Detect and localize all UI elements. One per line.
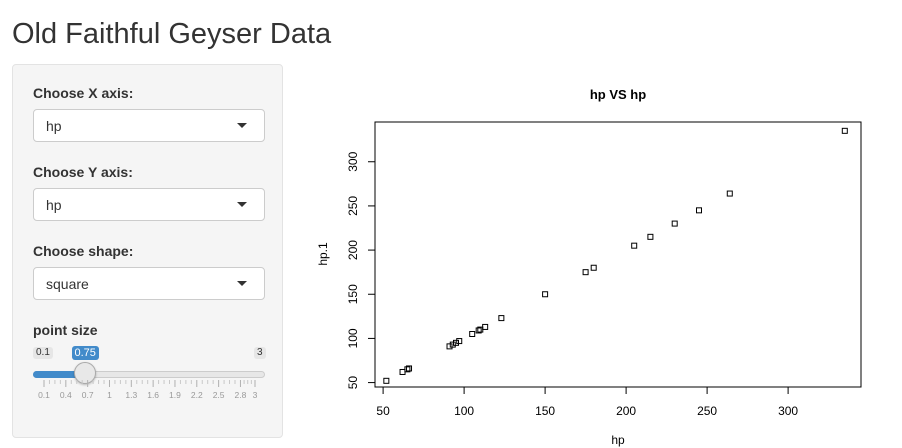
x-axis-label: Choose X axis: [33, 85, 134, 101]
y-tick-label: 150 [346, 284, 360, 304]
shape-select[interactable]: square [33, 267, 265, 300]
data-point [498, 315, 505, 322]
data-point [404, 366, 411, 373]
data-point [671, 220, 678, 227]
slider-fill [33, 371, 85, 378]
data-point [469, 331, 476, 337]
page-title: Old Faithful Geyser Data [12, 18, 332, 50]
y-axis-select[interactable]: hp [33, 188, 265, 221]
slider-grid-label: 0.7 [82, 390, 94, 400]
data-point [482, 323, 489, 330]
data-point [449, 341, 456, 348]
data-point [383, 377, 390, 384]
slider-handle[interactable] [74, 362, 96, 384]
data-point [406, 365, 413, 372]
y-tick-label: 300 [346, 151, 360, 171]
x-axis-selected-value: hp [46, 118, 62, 134]
data-point [590, 264, 597, 271]
y-tick-label: 250 [346, 196, 360, 216]
data-point [399, 368, 406, 375]
slider-grid-label: 1.6 [147, 390, 159, 400]
chevron-down-icon [237, 123, 247, 128]
point-size-label: point size [33, 322, 98, 338]
x-axis-select[interactable]: hp [33, 109, 265, 142]
data-point [696, 207, 702, 214]
slider-grid: 0.1 0.4 0.7 1 1.3 1.6 1.9 2.2 2.5 2.8 3 [38, 380, 258, 400]
slider-grid-label: 0.4 [60, 390, 72, 400]
sidebar-panel: Choose X axis: hp Choose Y axis: hp Choo… [12, 64, 283, 438]
data-point [542, 291, 549, 298]
slider-grid-label: 3 [253, 390, 258, 400]
y-tick-label: 100 [346, 328, 360, 348]
axes: 50 100 150 200 250 300 50 100 150 200 250 300 [346, 151, 798, 418]
chart-title: hp VS hp [590, 87, 646, 102]
x-tick-label: 100 [454, 404, 474, 418]
y-axis-label: Choose Y axis: [33, 164, 133, 180]
x-tick-label: 250 [697, 404, 717, 418]
chevron-down-icon [237, 202, 247, 207]
slider-grid-label: 1.9 [169, 390, 181, 400]
y-tick-label: 50 [346, 376, 360, 390]
slider-grid-label: 2.8 [235, 390, 247, 400]
data-points [383, 127, 848, 384]
data-point [631, 242, 638, 249]
scatter-plot: hp VS hp hp hp.1 50 100 150 200 250 300 50 100 1… [316, 87, 862, 447]
slider-value-label: 0.75 [71, 346, 99, 360]
data-point [841, 127, 848, 134]
data-point [453, 339, 459, 346]
x-tick-label: 150 [535, 404, 555, 418]
slider-grid-label: 0.1 [38, 390, 50, 400]
plot-frame [374, 121, 862, 388]
data-point [456, 338, 463, 345]
data-point [446, 343, 453, 350]
x-axis-title: hp [611, 433, 625, 447]
data-point [726, 190, 733, 197]
slider-max-label: 3 [254, 347, 266, 359]
shape-selected-value: square [46, 276, 89, 292]
slider-grid-label: 2.2 [191, 390, 203, 400]
x-tick-label: 50 [376, 404, 390, 418]
x-tick-label: 300 [778, 404, 798, 418]
slider-grid-label: 1 [107, 390, 112, 400]
data-point [582, 269, 589, 276]
y-tick-label: 200 [346, 240, 360, 260]
slider-min-label: 0.1 [33, 347, 53, 359]
y-axis-title: hp.1 [316, 242, 330, 266]
y-axis-selected-value: hp [46, 197, 62, 213]
chevron-down-icon [237, 281, 247, 286]
data-point [647, 233, 654, 240]
data-point [475, 327, 482, 334]
slider-grid-label: 2.5 [213, 390, 225, 400]
shape-label: Choose shape: [33, 243, 134, 259]
x-tick-label: 200 [616, 404, 636, 418]
slider-grid-label: 1.3 [125, 390, 137, 400]
